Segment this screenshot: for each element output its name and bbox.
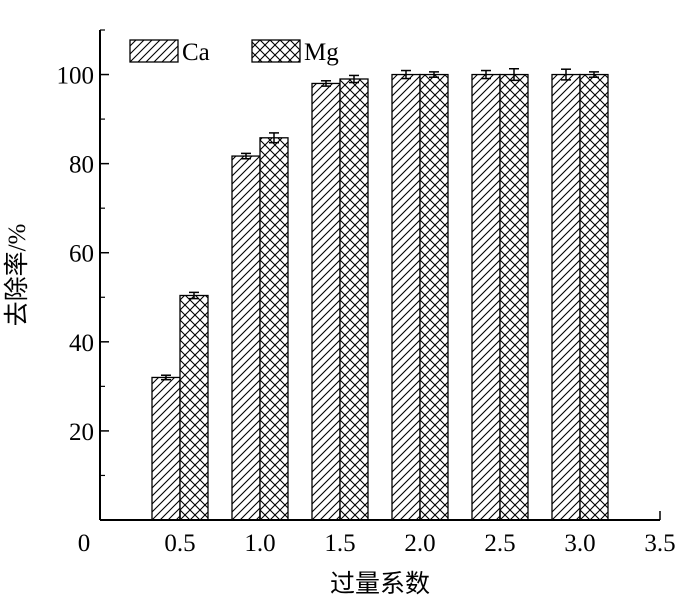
- legend-label-ca: Ca: [182, 39, 210, 66]
- x-tick-label: 1.5: [324, 530, 355, 557]
- y-tick-label: 20: [69, 419, 94, 446]
- bar-ca: [551, 73, 581, 521]
- bar-mg: [499, 73, 529, 521]
- legend: Ca Mg: [129, 39, 339, 66]
- x-tick-label: 2.0: [404, 530, 435, 557]
- bar-ca: [311, 82, 341, 521]
- bar-mg: [339, 78, 369, 521]
- x-tick-label: 3.0: [564, 530, 595, 557]
- legend-swatch-ca: [129, 39, 179, 63]
- x-axis-title: 过量系数: [330, 570, 430, 598]
- y-tick-label: 60: [69, 241, 94, 268]
- y-tick-label: 80: [69, 152, 94, 179]
- bar-ca: [151, 376, 181, 521]
- y-tick-label: 40: [69, 330, 94, 357]
- x-tick-label: 0.5: [164, 530, 195, 557]
- y-tick-label: 100: [57, 63, 95, 90]
- bar-ca: [231, 155, 261, 521]
- bar-mg: [259, 137, 289, 521]
- x-tick-label: 1.0: [244, 530, 275, 557]
- bar-mg: [579, 73, 609, 521]
- bar-mg: [419, 73, 449, 521]
- legend-swatch-mg: [251, 39, 301, 63]
- bar-mg: [179, 294, 209, 521]
- legend-label-mg: Mg: [304, 39, 339, 66]
- y-axis-title: 去除率/%: [3, 224, 31, 327]
- x-tick-label: 2.5: [484, 530, 515, 557]
- x-tick-label: 3.5: [644, 530, 675, 557]
- bar-ca: [391, 73, 421, 521]
- x-tick-label: 0: [78, 530, 91, 557]
- bar-ca: [471, 73, 501, 521]
